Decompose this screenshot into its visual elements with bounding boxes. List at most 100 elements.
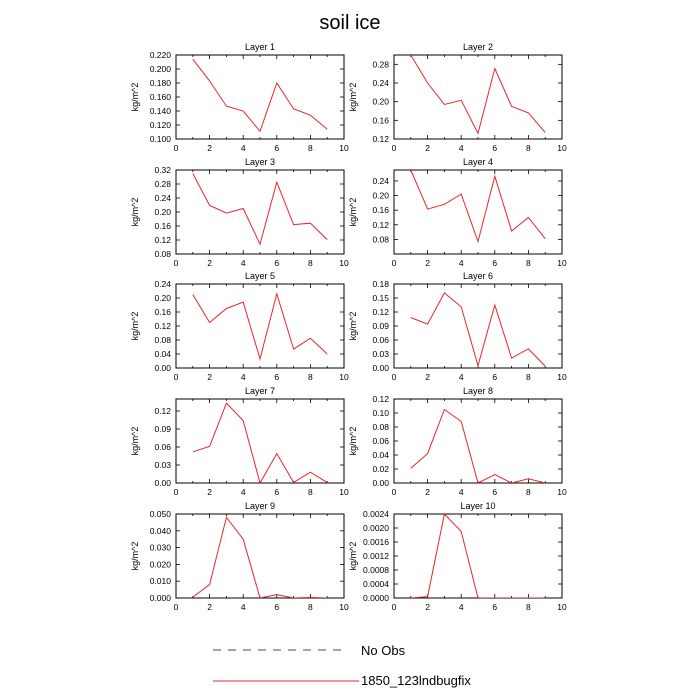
y-tick-label: 0.16 xyxy=(372,115,389,125)
y-tick-label: 0.030 xyxy=(150,543,172,553)
y-axis-label: kg/m^2 xyxy=(348,198,358,227)
y-tick-label: 0.0024 xyxy=(363,509,389,519)
x-tick-label: 10 xyxy=(339,602,349,612)
y-tick-label: 0.160 xyxy=(150,92,172,102)
panel-title: Layer 6 xyxy=(463,271,493,281)
y-tick-label: 0.12 xyxy=(372,307,389,317)
y-tick-label: 0.100 xyxy=(150,134,172,144)
x-tick-label: 10 xyxy=(557,602,567,612)
x-tick-label: 4 xyxy=(241,143,246,153)
x-tick-label: 2 xyxy=(207,602,212,612)
y-tick-label: 0.20 xyxy=(372,97,389,107)
plot-frame xyxy=(176,514,344,598)
panels: Layer 1kg/m^20 2 4 6 8 100.1000.1200.1400.160… xyxy=(130,42,567,612)
y-tick-label: 0.20 xyxy=(154,207,171,217)
series-line-6 xyxy=(411,293,545,366)
x-tick-label: 0 xyxy=(174,258,179,268)
x-tick-label: 8 xyxy=(526,602,531,612)
x-tick-label: 2 xyxy=(425,143,430,153)
x-tick-label: 2 xyxy=(207,487,212,497)
chart-panel-7: Layer 7 kg/m^2 0 2 4 6 8 10 0.00 0.03 0.06 0.09 0.12 xyxy=(130,386,349,497)
legend-label-series: 1850_123lndbugfix xyxy=(361,673,471,688)
x-tick-label: 2 xyxy=(425,372,430,382)
y-tick-label: 0.08 xyxy=(154,335,171,345)
y-axis-label: kg/m^2 xyxy=(348,542,358,571)
y-tick-label: 0.04 xyxy=(154,349,171,359)
series-line-8 xyxy=(411,410,545,484)
x-tick-label: 6 xyxy=(274,372,279,382)
chart-panel-6: Layer 6 kg/m^2 0 2 4 6 8 10 0.00 0.03 0.06 0.09 0.12… xyxy=(348,271,567,382)
x-tick-label: 10 xyxy=(557,372,567,382)
x-tick-label: 4 xyxy=(241,487,246,497)
y-tick-label: 0.18 xyxy=(372,279,389,289)
chart-panel-8: Layer 8 kg/m^2 0 2 4 6 8 10 0.00 0.02 0.04 0.06 0.08… xyxy=(348,386,567,497)
x-tick-label: 6 xyxy=(492,487,497,497)
y-tick-label: 0.28 xyxy=(372,59,389,69)
plot-frame xyxy=(176,399,344,483)
y-tick-label: 0.28 xyxy=(154,179,171,189)
x-tick-label: 2 xyxy=(207,258,212,268)
x-tick-label: 6 xyxy=(492,602,497,612)
x-tick-label: 10 xyxy=(339,258,349,268)
y-tick-label: 0.24 xyxy=(154,279,171,289)
y-tick-label: 0.220 xyxy=(150,50,172,60)
y-tick-label: 0.12 xyxy=(154,406,171,416)
y-tick-label: 0.09 xyxy=(154,424,171,434)
panel-title: Layer 1 xyxy=(245,42,275,52)
plot-frame xyxy=(394,55,562,139)
y-tick-label: 0.140 xyxy=(150,106,172,116)
y-tick-label: 0.010 xyxy=(150,576,172,586)
x-tick-label: 4 xyxy=(241,258,246,268)
panel-title: Layer 8 xyxy=(463,386,493,396)
chart-panel-3: Layer 3 kg/m^2 0 2 4 6 8 10 0.08 0.12 0.16 0.20 0.24… xyxy=(130,157,349,268)
y-tick-label: 0.03 xyxy=(372,349,389,359)
y-tick-label: 0.12 xyxy=(372,394,389,404)
x-tick-label: 0 xyxy=(174,487,179,497)
y-tick-label: 0.16 xyxy=(372,205,389,215)
y-tick-label: 0.180 xyxy=(150,78,172,88)
panel-title: Layer 7 xyxy=(245,386,275,396)
y-axis-label: kg/m^2 xyxy=(348,427,358,456)
x-tick-label: 0 xyxy=(392,372,397,382)
y-tick-label: 0.0000 xyxy=(363,593,389,603)
y-axis-label: kg/m^2 xyxy=(130,542,140,571)
series-line-2 xyxy=(411,55,545,133)
y-tick-label: 0.08 xyxy=(372,422,389,432)
legend: No Obs 1850_123lndbugfix xyxy=(213,643,471,688)
x-tick-label: 8 xyxy=(526,487,531,497)
x-tick-label: 2 xyxy=(207,143,212,153)
x-tick-label: 8 xyxy=(308,372,313,382)
series-line-4 xyxy=(411,170,545,242)
x-tick-label: 8 xyxy=(526,143,531,153)
y-tick-label: 0.08 xyxy=(372,234,389,244)
panel-title: Layer 10 xyxy=(460,501,495,511)
y-axis-label: kg/m^2 xyxy=(348,312,358,341)
y-tick-label: 0.000 xyxy=(150,593,172,603)
x-tick-label: 6 xyxy=(274,258,279,268)
x-tick-label: 0 xyxy=(392,602,397,612)
plot-frame xyxy=(394,514,562,598)
x-tick-label: 8 xyxy=(308,602,313,612)
figure-title: soil ice xyxy=(319,12,380,34)
chart-panel-4: Layer 4 kg/m^2 0 2 4 6 8 10 0.08 0.12 0.16 0.20 0.24 xyxy=(348,157,567,268)
x-tick-label: 10 xyxy=(339,372,349,382)
panel-title: Layer 4 xyxy=(463,157,493,167)
panel-title: Layer 9 xyxy=(245,501,275,511)
y-tick-label: 0.00 xyxy=(372,478,389,488)
series-line-1 xyxy=(193,59,327,131)
plot-frame xyxy=(176,170,344,254)
y-tick-label: 0.24 xyxy=(154,193,171,203)
y-tick-label: 0.050 xyxy=(150,509,172,519)
y-tick-label: 0.06 xyxy=(372,436,389,446)
y-axis-label: kg/m^2 xyxy=(130,427,140,456)
y-tick-label: 0.00 xyxy=(154,478,171,488)
chart-panel-9: Layer 9 kg/m^2 0 2 4 6 8 10 0.000 0.010 0.020 0.030… xyxy=(130,501,349,612)
y-tick-label: 0.0016 xyxy=(363,537,389,547)
panel-title: Layer 5 xyxy=(245,271,275,281)
x-tick-label: 0 xyxy=(174,143,179,153)
y-tick-label: 0.03 xyxy=(154,460,171,470)
x-tick-label: 0 xyxy=(174,602,179,612)
x-tick-label: 6 xyxy=(492,372,497,382)
plot-frame xyxy=(176,284,344,368)
y-tick-label: 0.0004 xyxy=(363,579,389,589)
